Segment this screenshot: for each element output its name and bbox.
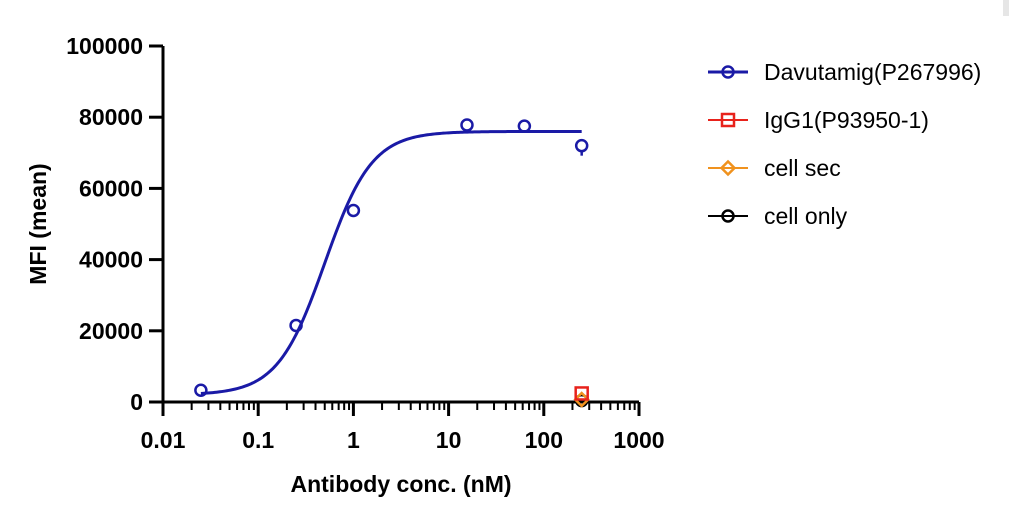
data-point — [574, 138, 589, 153]
y-tick-label: 100000 — [66, 33, 143, 59]
fit-curve — [200, 129, 582, 395]
x-axis-title: Antibody conc. (nM) — [290, 471, 511, 497]
legend-marker — [721, 209, 735, 223]
legend-item: cell only — [708, 203, 848, 229]
legend-label: IgG1(P93950-1) — [764, 107, 929, 133]
legend-marker — [720, 112, 736, 128]
x-tick-label: 0.01 — [141, 427, 186, 453]
data-point — [574, 386, 589, 401]
x-tick-label: 0.1 — [242, 427, 274, 453]
legend-label: cell sec — [764, 155, 841, 181]
data-points — [194, 118, 590, 408]
y-ticks: 0 20000 40000 60000 80000 100000 — [66, 33, 163, 415]
data-point — [289, 318, 303, 333]
legend-item: Davutamig(P267996) — [708, 59, 981, 85]
legend: Davutamig(P267996) IgG1(P93950-1) cell sec… — [708, 59, 981, 229]
legend-label: Davutamig(P267996) — [764, 59, 981, 85]
legend-label: cell only — [764, 203, 848, 229]
x-ticks: 0.01 0.1 1 10 100 1000 — [141, 402, 665, 453]
y-tick-label: 40000 — [79, 247, 143, 273]
x-tick-label: 1 — [347, 427, 360, 453]
data-point — [346, 203, 361, 218]
y-axis-title: MFI (mean) — [25, 163, 51, 284]
x-tick-label: 10 — [436, 427, 462, 453]
y-tick-label: 0 — [130, 389, 143, 415]
y-tick-label: 60000 — [79, 175, 143, 201]
axes — [161, 46, 639, 404]
data-point — [573, 391, 590, 408]
legend-item: IgG1(P93950-1) — [708, 107, 929, 133]
fit-curves — [200, 129, 582, 395]
data-point — [194, 383, 208, 398]
legend-item: cell sec — [708, 155, 841, 181]
data-point — [460, 118, 474, 132]
legend-marker — [719, 159, 737, 177]
window-corner-mark — [1003, 0, 1009, 16]
x-tick-label: 100 — [525, 427, 563, 453]
y-tick-label: 20000 — [79, 318, 143, 344]
x-tick-label: 1000 — [613, 427, 664, 453]
legend-marker — [721, 65, 735, 79]
y-tick-label: 80000 — [79, 104, 143, 130]
data-point — [517, 119, 532, 133]
